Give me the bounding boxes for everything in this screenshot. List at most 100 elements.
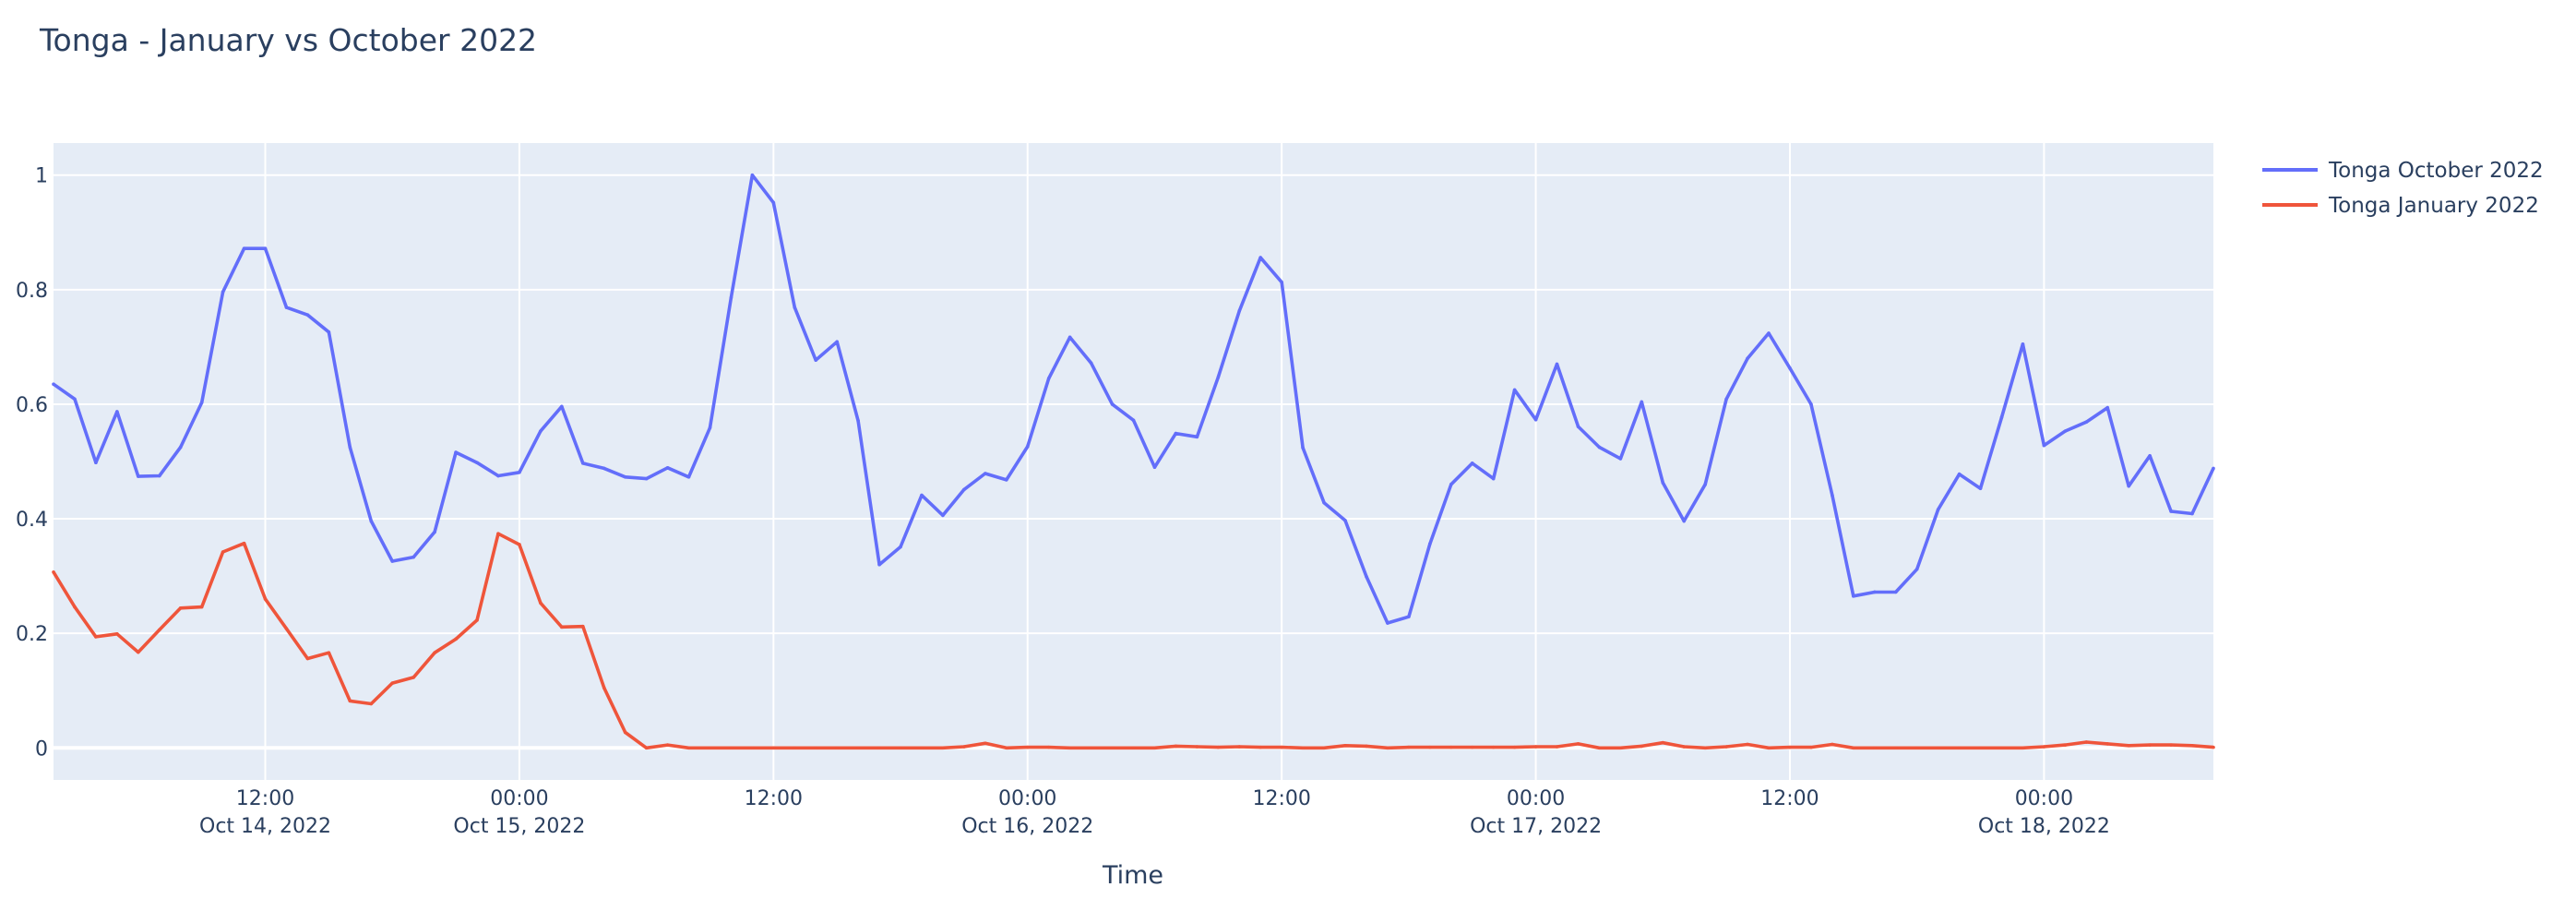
- data-point: [73, 397, 77, 402]
- data-point: [2105, 405, 2110, 410]
- data-point: [1343, 519, 1347, 522]
- data-point: [835, 746, 839, 750]
- x-axis-title: Time: [1102, 861, 1163, 890]
- data-point: [1767, 331, 1771, 335]
- data-point: [686, 474, 691, 479]
- data-point: [1089, 746, 1093, 750]
- data-point: [708, 746, 712, 750]
- data-point: [1428, 745, 1432, 749]
- data-point: [1809, 402, 1813, 406]
- data-point: [1914, 746, 1919, 750]
- data-point: [2127, 484, 2130, 488]
- data-point: [1724, 397, 1728, 402]
- legend-item-october[interactable]: Tonga October 2022: [2262, 159, 2544, 183]
- data-point: [1407, 745, 1411, 749]
- data-point: [560, 404, 564, 409]
- x-tick-date-label: Oct 14, 2022: [199, 815, 331, 838]
- data-point: [814, 746, 818, 750]
- data-point: [221, 290, 225, 294]
- data-point: [2212, 466, 2215, 471]
- chart-title: Tonga - January vs October 2022: [39, 22, 537, 58]
- data-point: [1978, 746, 1983, 750]
- data-point: [2148, 743, 2152, 747]
- data-point: [157, 473, 161, 478]
- data-point: [623, 474, 627, 479]
- data-point: [814, 358, 818, 362]
- y-tick-label: 0.6: [16, 394, 48, 417]
- data-point: [1110, 746, 1115, 750]
- data-point: [1746, 356, 1749, 361]
- data-point: [1640, 744, 1644, 749]
- data-point: [539, 429, 543, 433]
- data-point: [1428, 542, 1432, 546]
- data-point: [94, 461, 98, 465]
- data-point: [496, 532, 500, 535]
- data-point: [157, 628, 161, 632]
- data-point: [1978, 486, 1983, 490]
- data-point: [602, 686, 606, 689]
- data-point: [2169, 743, 2173, 747]
- data-point: [1110, 402, 1115, 406]
- x-tick-label: 00:00: [1507, 787, 1565, 810]
- data-point: [1386, 746, 1389, 750]
- data-point: [369, 519, 374, 523]
- data-point: [1788, 745, 1792, 749]
- data-point: [2063, 743, 2068, 747]
- legend-item-january[interactable]: Tonga January 2022: [2262, 194, 2539, 218]
- data-point: [1512, 388, 1517, 392]
- data-point: [327, 651, 331, 655]
- data-point: [475, 618, 479, 622]
- data-point: [1067, 335, 1072, 340]
- data-point: [560, 625, 564, 629]
- data-point: [771, 200, 776, 205]
- data-point: [899, 545, 902, 549]
- data-point: [899, 746, 902, 750]
- data-point: [1258, 256, 1263, 259]
- data-point: [2021, 342, 2025, 346]
- data-point: [962, 745, 966, 749]
- data-point: [1682, 519, 1687, 523]
- data-point: [1131, 746, 1136, 750]
- data-point: [369, 701, 374, 706]
- data-point: [178, 606, 183, 610]
- data-point: [1872, 746, 1877, 750]
- data-point: [1533, 417, 1538, 422]
- x-tick-label: 12:00: [745, 787, 803, 810]
- x-tick-label: 12:00: [1252, 787, 1310, 810]
- data-point: [856, 746, 860, 750]
- data-point: [1386, 621, 1389, 625]
- data-point: [1682, 745, 1687, 749]
- plot-area: [54, 143, 2213, 780]
- data-point: [2084, 740, 2089, 744]
- data-point: [1724, 745, 1728, 749]
- data-point: [729, 746, 733, 750]
- data-point: [644, 476, 649, 481]
- y-tick-label: 0.8: [16, 280, 48, 303]
- y-tick-label: 1: [35, 165, 48, 188]
- data-point: [115, 631, 119, 636]
- data-point: [1174, 744, 1178, 749]
- data-point: [52, 382, 55, 387]
- data-point: [390, 559, 395, 563]
- data-point: [1957, 746, 1962, 750]
- data-point: [454, 637, 458, 641]
- data-point: [1131, 418, 1136, 423]
- data-point: [750, 173, 755, 177]
- data-point: [1936, 508, 1940, 511]
- data-point: [1914, 567, 1919, 571]
- data-point: [1640, 400, 1644, 404]
- data-point: [941, 513, 945, 518]
- data-point: [1831, 742, 1834, 747]
- legend-label-october: Tonga October 2022: [2328, 159, 2544, 183]
- data-point: [1067, 746, 1072, 750]
- data-point: [1597, 746, 1602, 750]
- data-point: [1852, 594, 1855, 598]
- data-point: [1999, 415, 2004, 420]
- data-point: [1237, 745, 1242, 749]
- data-point: [1174, 431, 1178, 436]
- data-point: [962, 487, 966, 492]
- data-point: [1893, 746, 1898, 750]
- data-point: [411, 555, 415, 559]
- data-point: [1195, 435, 1199, 439]
